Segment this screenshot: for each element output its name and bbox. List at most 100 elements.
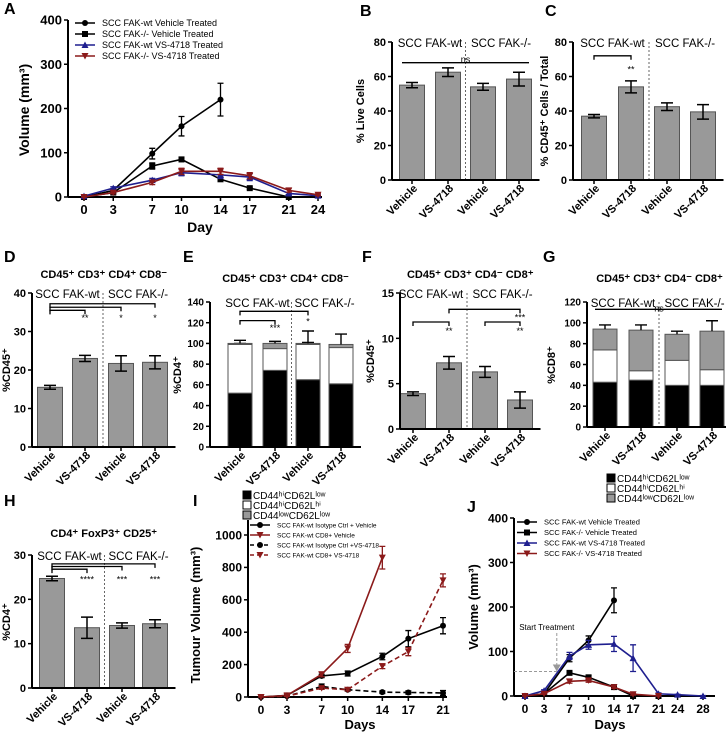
data-point — [440, 689, 446, 696]
legend-label: CD44ˡᵒʷCD62Lˡᵒʷ — [617, 494, 694, 505]
x-axis-label: Day — [187, 219, 213, 235]
bar-segment — [328, 343, 354, 349]
error-bar — [335, 333, 347, 345]
data-point — [404, 648, 412, 656]
category-label: Vehicle — [23, 450, 58, 485]
error-bar — [269, 340, 281, 344]
data-point — [344, 670, 351, 677]
bar-segment — [592, 381, 618, 428]
data-point — [217, 96, 224, 103]
chart-title: CD45⁺ CD3⁺ CD4⁻ CD8⁺ — [407, 269, 534, 281]
legend-swatch — [606, 483, 616, 493]
data-point — [344, 645, 352, 652]
y-tick-label: 40 — [193, 401, 205, 412]
data-point — [524, 519, 530, 525]
legend-label: SCC FAK-/- VS-4718 Treated — [102, 51, 220, 61]
bar-segment — [699, 384, 725, 428]
bar — [109, 624, 135, 689]
group-label: SCC FAK-wt — [37, 551, 102, 563]
category-label: Vehicle — [640, 183, 675, 218]
data-point — [378, 554, 386, 562]
data-point — [318, 685, 326, 692]
x-tick-label: 10 — [174, 202, 188, 217]
error-bar — [79, 354, 91, 363]
y-tick-label: 800 — [222, 561, 242, 575]
legend-swatch — [242, 490, 252, 500]
y-tick-label: 0 — [388, 424, 394, 436]
data-point — [81, 53, 89, 60]
y-tick-label: 120 — [564, 298, 581, 309]
legend-label: SCC FAK-wt Vehicle Treated — [544, 518, 640, 527]
category-label: VS-4718 — [56, 691, 95, 730]
bar-segment — [699, 369, 725, 386]
error-bar — [406, 81, 418, 89]
significance-label: * — [153, 313, 157, 323]
y-tick-label: 0 — [380, 175, 386, 187]
legend-label: CD44ʰⁱCD62Lˡᵒʷ — [617, 474, 690, 485]
y-axis-label: %CD45⁺ — [1, 348, 13, 392]
y-tick-label: 60 — [193, 380, 205, 391]
error-bar — [635, 324, 647, 331]
panel-letter-i: I — [193, 493, 197, 510]
significance-bracket — [239, 319, 276, 325]
legend-label: CD44ˡᵒʷCD62Lˡᵒʷ — [253, 511, 330, 522]
panel-c-bar-chart: SCC FAK-wt SCC FAK-/- 0 20 40 60 80 % CD45⁺ Cel… — [539, 37, 724, 221]
category-label: VS-4718 — [124, 691, 163, 730]
legend-label: SCC FAK-wt VS-4718 Treated — [544, 539, 645, 548]
y-tick-label: 400 — [488, 511, 508, 525]
y-tick-label: 0 — [235, 690, 242, 704]
data-point — [585, 641, 593, 648]
bar — [436, 362, 462, 430]
x-tick-label: 14 — [607, 702, 621, 716]
legend-label: SCC FAK-wt Isotype Ctrl +VS-4718 — [277, 542, 379, 549]
bar-segment — [262, 342, 288, 350]
significance-label: ** — [445, 326, 453, 336]
series-2: SCC FAK-wt VS-4718 Treated — [75, 40, 322, 200]
panel-letter-g: G — [543, 249, 555, 266]
data-point — [285, 194, 292, 200]
category-label: VS-4718 — [488, 183, 527, 222]
category-label: Vehicle — [385, 183, 420, 218]
error-bar — [588, 113, 600, 119]
significance-label: ** — [516, 326, 524, 336]
bar-segment — [699, 330, 725, 371]
y-tick-label: 300 — [488, 556, 508, 570]
y-tick-label: 0 — [20, 442, 26, 454]
legend-swatch — [606, 473, 616, 483]
x-tick-label: 10 — [341, 703, 355, 717]
series-2: SCC FAK-wt VS-4718 Treated — [517, 539, 707, 699]
data-point — [540, 690, 548, 698]
bar — [39, 577, 65, 689]
bar — [654, 106, 680, 181]
y-axis-label: %CD4⁺ — [1, 603, 13, 641]
y-axis-label: Tumour Volume (mm³) — [188, 547, 203, 684]
data-point — [217, 168, 224, 175]
significance-bracket — [593, 55, 632, 60]
x-tick-label: 28 — [696, 702, 710, 716]
panel-letter-f: F — [362, 249, 372, 266]
bar-segment — [664, 359, 690, 386]
group-label: SCC FAK-wt — [399, 289, 464, 301]
data-point — [257, 542, 263, 548]
data-point — [610, 684, 618, 691]
y-axis-label: %CD8⁺ — [546, 346, 558, 384]
significance-label: **** — [80, 574, 95, 584]
category-label: VS-4718 — [54, 450, 93, 489]
x-tick-label: 24 — [671, 702, 685, 716]
y-tick-label: 40 — [14, 288, 26, 300]
category-label: Vehicle — [650, 430, 685, 465]
x-tick-label: 21 — [652, 702, 666, 716]
error-bar — [81, 616, 93, 640]
data-point — [523, 539, 531, 546]
category-label: Vehicle — [578, 430, 613, 465]
data-point — [217, 176, 224, 183]
chart-title: CD45⁺ CD3⁺ CD4⁻ CD8⁺ — [596, 273, 723, 285]
x-axis-label: Days — [594, 717, 625, 732]
category-label: Vehicle — [456, 183, 491, 218]
legend-label: SCC FAK-wt Vehicle Treated — [102, 18, 217, 28]
legend-swatch — [242, 500, 252, 510]
data-point — [80, 194, 88, 201]
error-bar — [44, 384, 56, 390]
category-label: VS-4718 — [244, 450, 283, 489]
series-line — [83, 170, 319, 198]
